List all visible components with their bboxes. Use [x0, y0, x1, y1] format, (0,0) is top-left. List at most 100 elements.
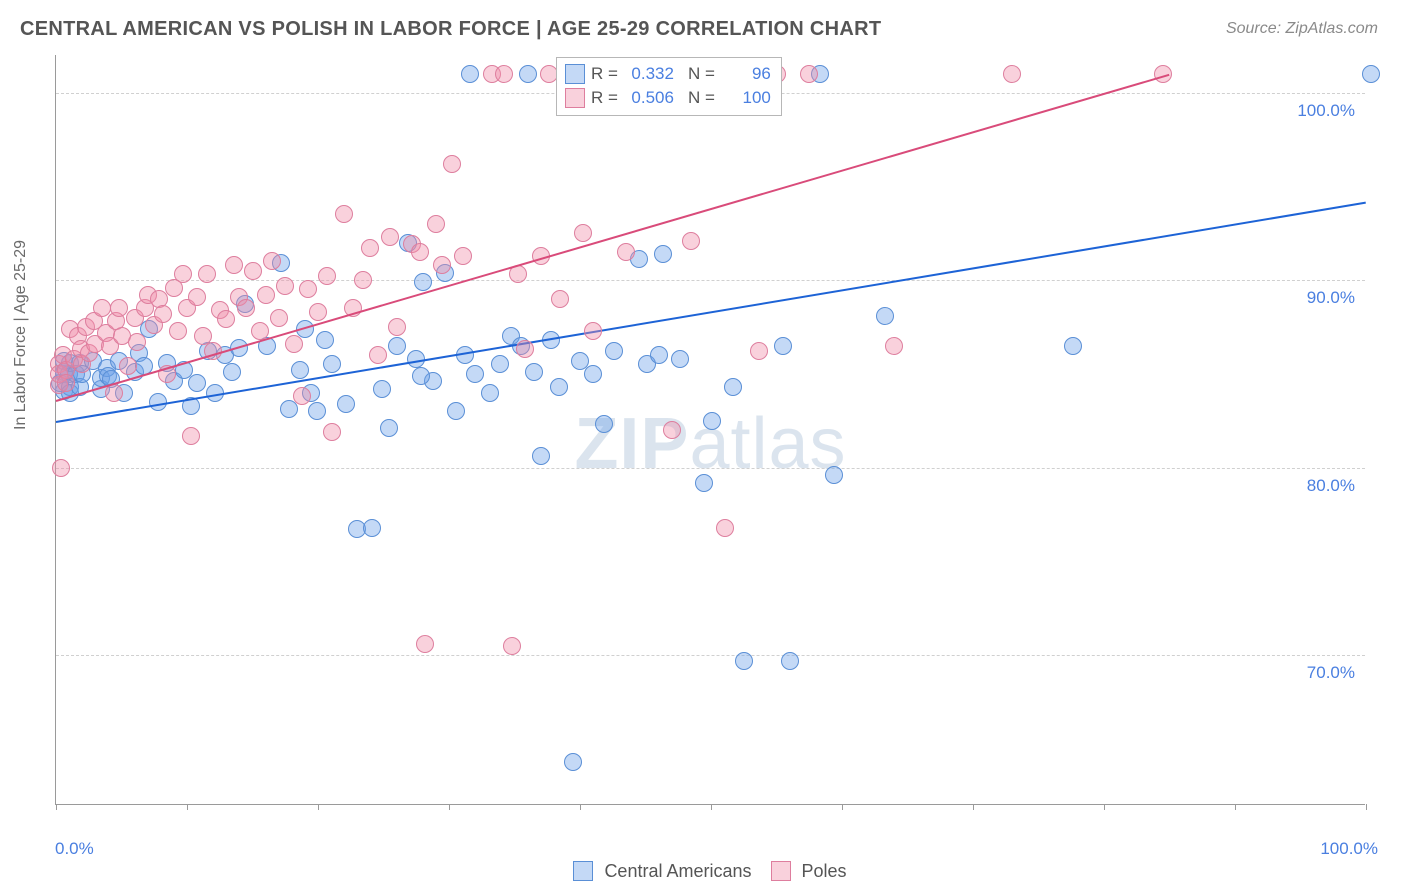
data-point: [323, 423, 341, 441]
data-point: [671, 350, 689, 368]
series-legend: Central Americans Poles: [0, 861, 1406, 882]
data-point: [337, 395, 355, 413]
data-point: [650, 346, 668, 364]
data-point: [291, 361, 309, 379]
data-point: [369, 346, 387, 364]
source-attribution: Source: ZipAtlas.com: [1226, 20, 1378, 38]
data-point: [774, 337, 792, 355]
correlation-legend: R = 0.332 N = 96 R = 0.506 N = 100: [556, 57, 782, 116]
data-point: [309, 303, 327, 321]
data-point: [550, 378, 568, 396]
x-tick: [449, 804, 450, 810]
data-point: [716, 519, 734, 537]
data-point: [154, 305, 172, 323]
legend-N-value-1: 96: [721, 62, 771, 86]
data-point: [299, 280, 317, 298]
data-point: [335, 205, 353, 223]
data-point: [781, 652, 799, 670]
data-point: [551, 290, 569, 308]
data-point: [454, 247, 472, 265]
data-point: [584, 322, 602, 340]
data-point: [800, 65, 818, 83]
legend-R-label-2: R =: [591, 86, 618, 110]
data-point: [682, 232, 700, 250]
legend-bottom-label-2: Poles: [802, 861, 847, 881]
data-point: [495, 65, 513, 83]
data-point: [491, 355, 509, 373]
data-point: [885, 337, 903, 355]
data-point: [735, 652, 753, 670]
data-point: [361, 239, 379, 257]
legend-swatch-2: [565, 88, 585, 108]
y-tick-label: 80.0%: [1307, 476, 1355, 496]
data-point: [605, 342, 623, 360]
legend-swatch-1: [565, 64, 585, 84]
data-point: [416, 635, 434, 653]
data-point: [388, 337, 406, 355]
legend-N-value-2: 100: [721, 86, 771, 110]
gridline: [56, 468, 1365, 469]
x-tick: [318, 804, 319, 810]
data-point: [825, 466, 843, 484]
legend-R-label-1: R =: [591, 62, 618, 86]
data-point: [411, 243, 429, 261]
x-tick: [56, 804, 57, 810]
data-point: [1362, 65, 1380, 83]
data-point: [225, 256, 243, 274]
data-point: [466, 365, 484, 383]
data-point: [503, 637, 521, 655]
data-point: [1064, 337, 1082, 355]
data-point: [516, 340, 534, 358]
data-point: [244, 262, 262, 280]
data-point: [443, 155, 461, 173]
y-tick-label: 100.0%: [1297, 101, 1355, 121]
data-point: [388, 318, 406, 336]
data-point: [119, 357, 137, 375]
data-point: [188, 288, 206, 306]
data-point: [584, 365, 602, 383]
x-tick: [842, 804, 843, 810]
data-point: [223, 363, 241, 381]
x-tick: [711, 804, 712, 810]
data-point: [270, 309, 288, 327]
x-tick: [973, 804, 974, 810]
data-point: [174, 265, 192, 283]
legend-row-series-2: R = 0.506 N = 100: [565, 86, 771, 110]
data-point: [93, 299, 111, 317]
data-point: [323, 355, 341, 373]
data-point: [373, 380, 391, 398]
data-point: [257, 286, 275, 304]
data-point: [414, 273, 432, 291]
data-point: [276, 277, 294, 295]
data-point: [447, 402, 465, 420]
data-point: [308, 402, 326, 420]
data-point: [1003, 65, 1021, 83]
legend-bottom-swatch-2: [771, 861, 791, 881]
scatter-plot-area: ZIPatlas 70.0%80.0%90.0%100.0%: [55, 55, 1365, 805]
x-tick: [187, 804, 188, 810]
y-axis-label: In Labor Force | Age 25-29: [12, 240, 30, 430]
data-point: [663, 421, 681, 439]
data-point: [750, 342, 768, 360]
x-axis-max-label: 100.0%: [1320, 839, 1378, 859]
data-point: [525, 363, 543, 381]
data-point: [695, 474, 713, 492]
data-point: [52, 459, 70, 477]
data-point: [381, 228, 399, 246]
data-point: [217, 310, 235, 328]
data-point: [128, 333, 146, 351]
data-point: [380, 419, 398, 437]
data-point: [564, 753, 582, 771]
y-tick-label: 90.0%: [1307, 288, 1355, 308]
data-point: [427, 215, 445, 233]
data-point: [188, 374, 206, 392]
legend-N-label-1: N =: [688, 62, 715, 86]
data-point: [251, 322, 269, 340]
x-tick: [1366, 804, 1367, 810]
data-point: [57, 374, 75, 392]
legend-bottom-swatch-1: [573, 861, 593, 881]
data-point: [540, 65, 558, 83]
legend-R-value-1: 0.332: [624, 62, 674, 86]
data-point: [285, 335, 303, 353]
legend-row-series-1: R = 0.332 N = 96: [565, 62, 771, 86]
